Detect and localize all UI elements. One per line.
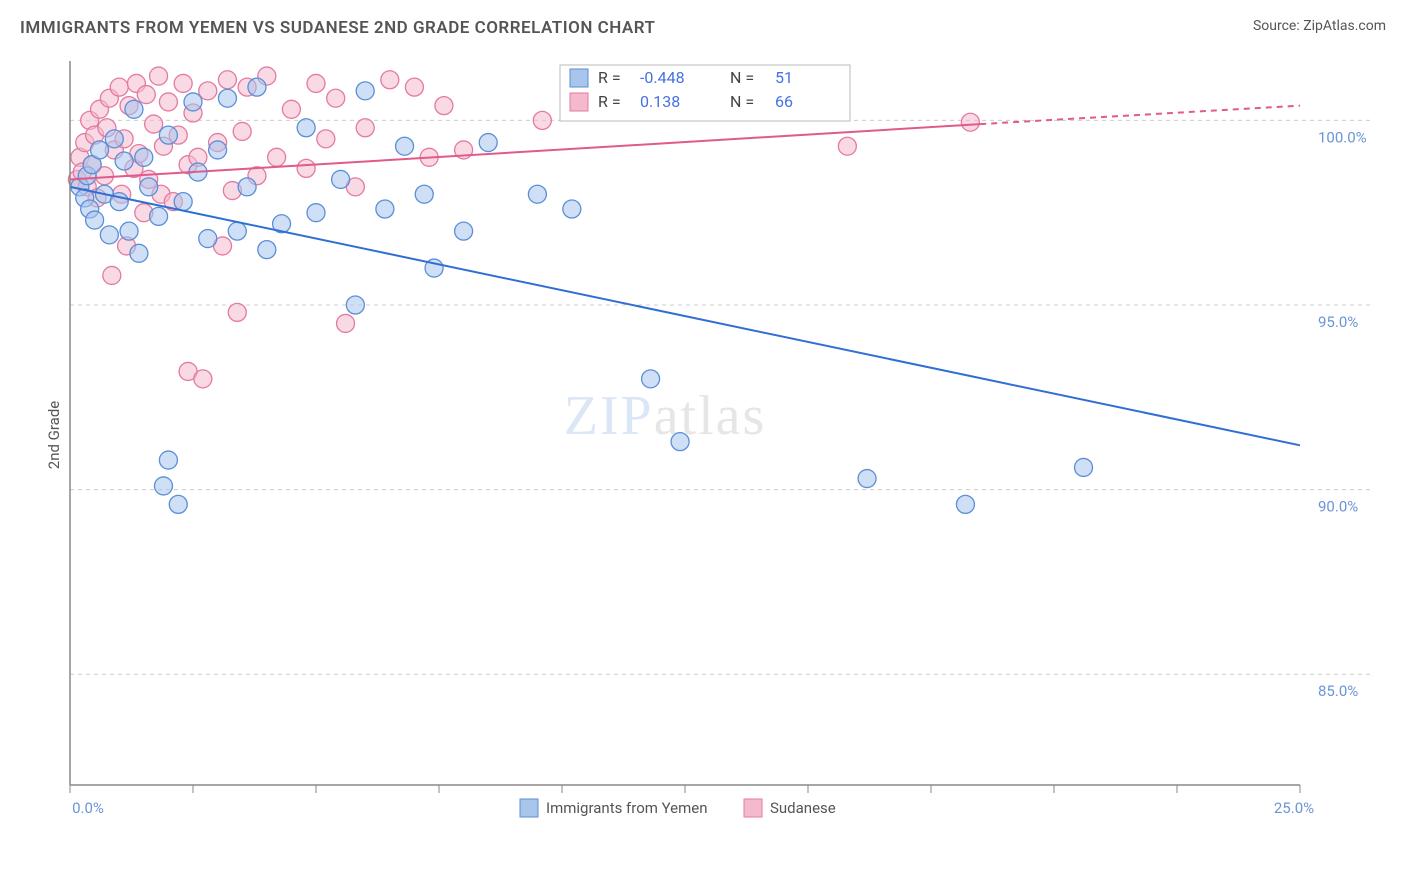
data-point: [317, 130, 335, 148]
y-axis-label: 2nd Grade: [45, 401, 63, 469]
data-point: [209, 141, 227, 159]
data-point: [100, 226, 118, 244]
data-point: [159, 451, 177, 469]
data-point: [356, 82, 374, 100]
data-point: [563, 200, 581, 218]
data-point: [169, 495, 187, 513]
legend-label: Immigrants from Yemen: [546, 799, 708, 817]
data-point: [248, 78, 266, 96]
svg-text:-0.448: -0.448: [640, 68, 685, 87]
data-point: [642, 370, 660, 388]
data-point: [218, 71, 236, 89]
data-point: [297, 159, 315, 177]
data-point: [858, 470, 876, 488]
data-point: [479, 134, 497, 152]
data-point: [137, 86, 155, 104]
data-point: [105, 130, 123, 148]
data-point: [415, 185, 433, 203]
data-point: [838, 137, 856, 155]
data-point: [174, 74, 192, 92]
data-point: [86, 211, 104, 229]
header: IMMIGRANTS FROM YEMEN VS SUDANESE 2ND GR…: [0, 0, 1406, 48]
data-point: [268, 148, 286, 166]
trend-line-sudanese-extrap: [980, 106, 1300, 124]
svg-text:R =: R =: [598, 92, 621, 111]
legend-swatch: [744, 799, 762, 817]
data-point: [120, 222, 138, 240]
data-point: [199, 230, 217, 248]
data-point: [346, 296, 364, 314]
data-point: [307, 204, 325, 222]
data-point: [238, 178, 256, 196]
data-point: [150, 207, 168, 225]
data-point: [1075, 458, 1093, 476]
data-point: [337, 314, 355, 332]
data-point: [528, 185, 546, 203]
data-point: [258, 241, 276, 259]
data-point: [961, 113, 979, 131]
data-point: [297, 119, 315, 137]
svg-text:90.0%: 90.0%: [1318, 498, 1358, 516]
svg-text:100.0%: 100.0%: [1318, 128, 1367, 146]
svg-text:85.0%: 85.0%: [1318, 682, 1358, 700]
legend-label: Sudanese: [770, 799, 836, 817]
chart-container: 2nd Grade 85.0%90.0%95.0%100.0%ZIPatlas0…: [60, 55, 1390, 815]
data-point: [130, 244, 148, 262]
data-point: [159, 93, 177, 111]
svg-text:N =: N =: [730, 68, 754, 87]
data-point: [140, 178, 158, 196]
data-point: [376, 200, 394, 218]
data-point: [115, 152, 133, 170]
chart-title: IMMIGRANTS FROM YEMEN VS SUDANESE 2ND GR…: [20, 18, 655, 38]
svg-text:66: 66: [775, 92, 793, 111]
data-point: [396, 137, 414, 155]
data-point: [671, 433, 689, 451]
data-point: [435, 97, 453, 115]
data-point: [199, 82, 217, 100]
data-point: [218, 89, 236, 107]
data-point: [228, 222, 246, 240]
legend-swatch: [520, 799, 538, 817]
data-point: [135, 148, 153, 166]
data-point: [956, 495, 974, 513]
data-point: [381, 71, 399, 89]
data-point: [150, 67, 168, 85]
data-point: [533, 111, 551, 129]
data-point: [91, 141, 109, 159]
svg-text:ZIPatlas: ZIPatlas: [564, 385, 767, 447]
svg-text:95.0%: 95.0%: [1318, 313, 1358, 331]
data-point: [194, 370, 212, 388]
svg-text:0.0%: 0.0%: [72, 799, 104, 817]
data-point: [332, 170, 350, 188]
data-point: [233, 122, 251, 140]
data-point: [125, 100, 143, 118]
data-point: [184, 93, 202, 111]
svg-text:25.0%: 25.0%: [1274, 799, 1314, 817]
stats-swatch: [570, 69, 588, 87]
svg-text:N =: N =: [730, 92, 754, 111]
data-point: [282, 100, 300, 118]
svg-text:R =: R =: [598, 68, 621, 87]
data-point: [145, 115, 163, 133]
data-point: [110, 78, 128, 96]
source-label: Source: ZipAtlas.com: [1253, 18, 1386, 34]
data-point: [154, 477, 172, 495]
stats-swatch: [570, 93, 588, 111]
svg-text:51: 51: [775, 68, 793, 87]
svg-text:0.138: 0.138: [640, 92, 680, 111]
scatter-chart: 85.0% 90.0% 95.0% 100.0% ZIPatlas 0.0% 25.0% R …: [60, 55, 1390, 855]
data-point: [327, 89, 345, 107]
data-point: [455, 222, 473, 240]
data-point: [228, 303, 246, 321]
data-point: [356, 119, 374, 137]
data-point: [174, 193, 192, 211]
data-point: [307, 74, 325, 92]
data-point: [103, 266, 121, 284]
data-point: [405, 78, 423, 96]
data-point: [159, 126, 177, 144]
